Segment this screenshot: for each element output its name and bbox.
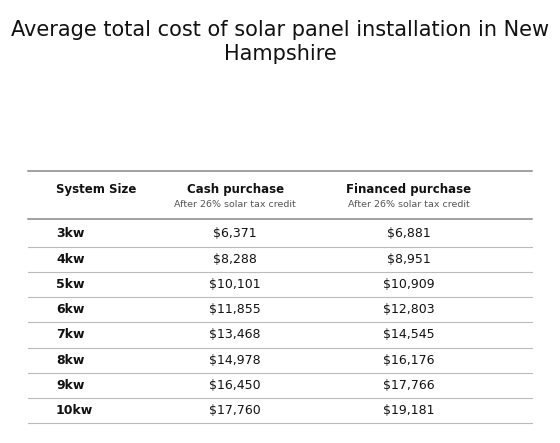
Text: 10kw: 10kw bbox=[56, 404, 94, 417]
Text: After 26% solar tax credit: After 26% solar tax credit bbox=[174, 200, 296, 209]
Text: $19,181: $19,181 bbox=[383, 404, 435, 417]
Text: After 26% solar tax credit: After 26% solar tax credit bbox=[348, 200, 470, 209]
Text: $17,760: $17,760 bbox=[209, 404, 261, 417]
Text: $6,371: $6,371 bbox=[213, 227, 257, 241]
Text: $10,101: $10,101 bbox=[209, 278, 261, 291]
Text: 8kw: 8kw bbox=[56, 354, 85, 367]
Text: System Size: System Size bbox=[56, 183, 137, 196]
Text: $10,909: $10,909 bbox=[383, 278, 435, 291]
Text: $16,176: $16,176 bbox=[383, 354, 435, 367]
Text: 4kw: 4kw bbox=[56, 253, 85, 266]
Text: $14,545: $14,545 bbox=[383, 328, 435, 342]
Text: 3kw: 3kw bbox=[56, 227, 85, 241]
Text: 6kw: 6kw bbox=[56, 303, 85, 316]
Text: $12,803: $12,803 bbox=[383, 303, 435, 316]
Text: Cash purchase: Cash purchase bbox=[186, 183, 284, 196]
Text: 9kw: 9kw bbox=[56, 379, 85, 392]
Text: $14,978: $14,978 bbox=[209, 354, 261, 367]
Text: Average total cost of solar panel installation in New
Hampshire: Average total cost of solar panel instal… bbox=[11, 20, 549, 64]
Text: $8,951: $8,951 bbox=[387, 253, 431, 266]
Text: $8,288: $8,288 bbox=[213, 253, 257, 266]
Text: $13,468: $13,468 bbox=[209, 328, 261, 342]
Text: 5kw: 5kw bbox=[56, 278, 85, 291]
Text: 7kw: 7kw bbox=[56, 328, 85, 342]
Text: Financed purchase: Financed purchase bbox=[346, 183, 472, 196]
Text: $17,766: $17,766 bbox=[383, 379, 435, 392]
Text: $6,881: $6,881 bbox=[387, 227, 431, 241]
Text: $16,450: $16,450 bbox=[209, 379, 261, 392]
Text: $11,855: $11,855 bbox=[209, 303, 261, 316]
